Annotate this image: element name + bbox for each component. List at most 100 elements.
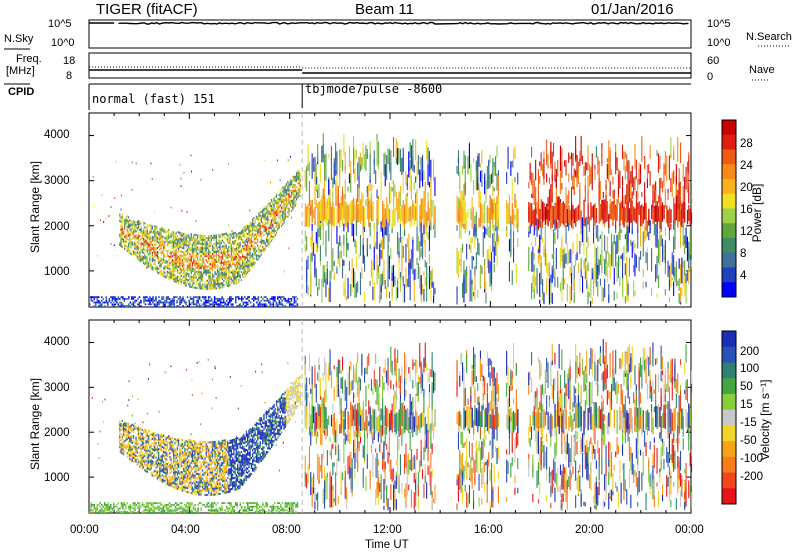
echo-cell bbox=[173, 504, 175, 506]
echo-cell bbox=[181, 232, 184, 235]
echo-cell bbox=[279, 218, 281, 221]
echo-cell bbox=[163, 266, 165, 269]
echo-cell bbox=[284, 217, 286, 220]
echo-cell bbox=[204, 301, 207, 304]
echo-cell bbox=[220, 274, 222, 277]
echo-cell bbox=[221, 245, 224, 248]
echo-cell bbox=[668, 207, 671, 228]
echo-cell bbox=[576, 154, 578, 181]
echo-cell bbox=[203, 265, 205, 268]
echo-cell bbox=[144, 244, 146, 247]
echo-cell bbox=[180, 281, 182, 283]
echo-cell bbox=[193, 276, 195, 279]
echo-cell bbox=[178, 247, 180, 250]
echo-cell bbox=[219, 248, 221, 251]
echo-cell bbox=[96, 507, 98, 510]
echo-cell bbox=[190, 261, 192, 264]
echo-cell bbox=[213, 279, 215, 282]
echo-cell bbox=[471, 255, 473, 270]
echo-cell bbox=[105, 296, 108, 298]
echo-cell bbox=[129, 507, 132, 510]
echo-cell bbox=[412, 240, 414, 263]
echo-cell bbox=[233, 511, 235, 513]
echo-cell bbox=[164, 231, 166, 233]
echo-cell bbox=[245, 240, 248, 243]
echo-cell bbox=[130, 240, 132, 243]
echo-cell bbox=[462, 196, 464, 218]
echo-cell bbox=[235, 298, 237, 300]
echo-cell bbox=[299, 186, 301, 189]
echo-cell bbox=[205, 283, 207, 286]
nsearch-tick-top: 10^5 bbox=[707, 18, 731, 30]
echo-cell bbox=[380, 180, 382, 200]
echo-cell bbox=[197, 507, 199, 510]
echo-cell bbox=[267, 238, 269, 241]
echo-cell bbox=[215, 260, 217, 263]
echo-cell bbox=[129, 219, 131, 222]
echo-cell bbox=[288, 207, 290, 210]
power-tick-24: 24 bbox=[740, 160, 753, 172]
echo-cell bbox=[234, 240, 236, 242]
echo-cell bbox=[245, 305, 247, 307]
echo-cell bbox=[122, 236, 125, 239]
echo-cell bbox=[134, 227, 136, 230]
echo-cell bbox=[216, 260, 219, 263]
echo-cell bbox=[179, 278, 181, 281]
echo-cell bbox=[191, 249, 194, 252]
echo-cell bbox=[384, 226, 386, 235]
echo-cell bbox=[606, 236, 608, 255]
echo-cell bbox=[181, 261, 184, 264]
echo-cell bbox=[141, 249, 143, 252]
echo-cell bbox=[348, 204, 351, 221]
echo-cell bbox=[269, 204, 271, 207]
echo-cell bbox=[171, 301, 174, 304]
echo-cell bbox=[131, 241, 133, 244]
echo-cell bbox=[548, 262, 550, 278]
echo-cell bbox=[277, 228, 279, 231]
echo-cell bbox=[125, 511, 127, 513]
echo-cell bbox=[263, 223, 265, 226]
echo-cell bbox=[467, 156, 469, 175]
echo-cell bbox=[533, 209, 535, 226]
echo-cell bbox=[167, 266, 169, 269]
echo-cell bbox=[484, 264, 486, 290]
echo-cell bbox=[218, 298, 220, 300]
echo-cell bbox=[150, 507, 153, 510]
echo-cell bbox=[391, 280, 393, 302]
echo-cell bbox=[95, 296, 97, 298]
echo-cell bbox=[224, 502, 226, 504]
echo-cell bbox=[186, 509, 189, 512]
echo-cell bbox=[399, 192, 401, 207]
echo-cell bbox=[595, 271, 597, 281]
echo-cell bbox=[199, 281, 201, 284]
echo-cell bbox=[120, 241, 122, 243]
echo-cell bbox=[208, 273, 210, 276]
echo-cell bbox=[263, 240, 265, 243]
echo-cell bbox=[212, 509, 214, 512]
echo-cell bbox=[591, 206, 593, 218]
echo-cell bbox=[147, 237, 150, 240]
echo-cell bbox=[155, 242, 157, 245]
echo-cell bbox=[275, 212, 278, 214]
echo-cell bbox=[638, 162, 640, 179]
echo-cell bbox=[289, 183, 291, 186]
echo-cell bbox=[215, 507, 217, 510]
echo-cell bbox=[252, 263, 254, 266]
echo-cell bbox=[289, 155, 291, 158]
echo-cell bbox=[215, 246, 217, 249]
echo-cell bbox=[149, 246, 151, 249]
echo-cell bbox=[245, 271, 248, 274]
echo-cell bbox=[361, 267, 363, 279]
echo-cell bbox=[137, 242, 140, 245]
echo-cell bbox=[179, 266, 181, 269]
echo-cell bbox=[258, 220, 260, 223]
echo-cell bbox=[140, 229, 142, 232]
echo-cell bbox=[255, 250, 258, 253]
echo-cell bbox=[146, 502, 148, 504]
echo-cell bbox=[179, 164, 181, 166]
echo-cell bbox=[350, 161, 352, 176]
echo-cell bbox=[207, 298, 210, 300]
echo-cell bbox=[358, 156, 360, 177]
echo-cell bbox=[185, 276, 187, 279]
echo-cell bbox=[154, 225, 156, 228]
